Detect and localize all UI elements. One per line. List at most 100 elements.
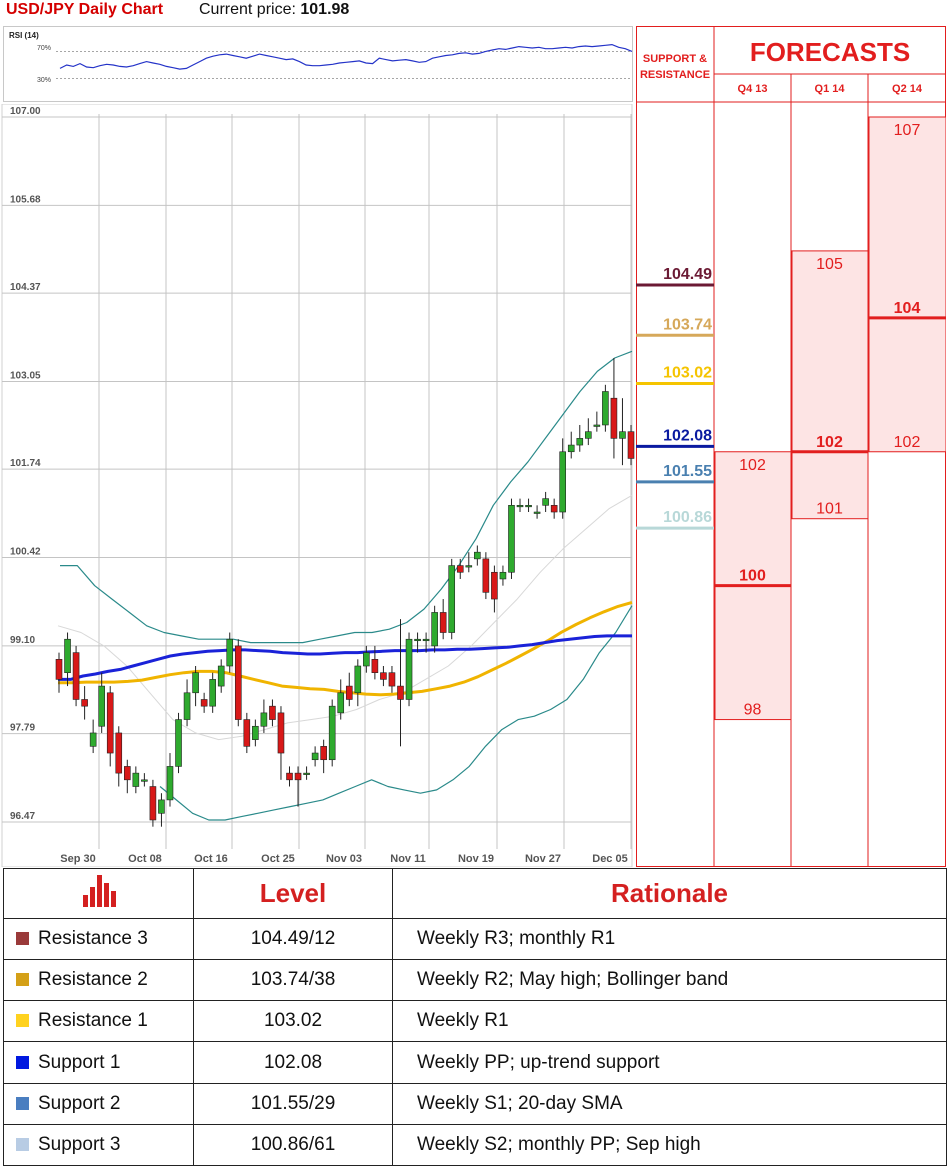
candle [200,699,208,707]
col-level-header: Level [193,868,393,919]
forecast-range-box [868,116,946,453]
level-value: 102.08 [663,427,712,444]
row-rationale: Weekly PP; up-trend support [392,1041,947,1084]
candle [294,772,302,781]
candle [192,672,199,694]
forecast-range-box [791,250,869,520]
candle [491,571,498,600]
forecast-col-label: Q4 13 [738,83,768,95]
row-level: 102.08 [193,1041,393,1084]
chart-plot-area [1,104,633,867]
y-tick-label: 96.47 [10,811,35,822]
chart-title: USD/JPY Daily Chart [6,1,164,18]
candle [516,505,524,508]
forecast-col-label: Q2 14 [892,83,923,95]
candle [64,638,71,673]
candle [209,679,216,707]
candle [72,652,80,700]
y-tick-label: 104.37 [10,282,41,293]
legend-swatch [16,932,29,946]
current-price-label: Current price: [199,1,296,18]
level-value: 103.02 [663,364,712,381]
candle [217,665,225,687]
rsi-tick-30: 30% [37,77,52,84]
chart-header: USD/JPY Daily Chart Current price: 101.9… [0,0,636,24]
candle [123,766,131,781]
rsi-label: RSI (14) [9,31,39,40]
candle [98,685,105,727]
candle [89,732,97,747]
candle [482,558,490,593]
row-level: 104.49/12 [193,917,393,961]
row-name-cell: Support 1 [3,1041,194,1084]
candle [149,786,157,821]
candle [337,692,345,714]
forecast-panel: FORECASTS SUPPORT & RESISTANCE Q4 13 Q1 14 Q2… [636,26,946,867]
bollinger-mid-line [57,494,633,741]
forecast-low-value: 101 [816,501,843,518]
y-tick-label: 107.00 [10,106,41,117]
x-tick-label: Oct 25 [261,853,295,865]
candle [243,719,251,747]
candle [619,431,626,439]
level-value: 100.86 [663,509,712,526]
candle [448,565,456,633]
y-tick-label: 97.79 [10,723,35,734]
y-tick-label: 99.10 [10,635,35,646]
candle [593,424,601,427]
candle [550,505,558,513]
support-header-line2: RESISTANCE [640,69,710,81]
candle [166,766,174,801]
candle [234,645,242,720]
table-row: Resistance 3 104.49/12 Weekly R3; monthly … [3,917,947,961]
candle [542,498,549,506]
candle [559,451,567,513]
candle [414,638,421,642]
candle [585,431,592,439]
sma-blue-line [58,634,632,681]
bollinger-upper-line [60,350,633,644]
forecast-high-value: 102 [739,457,766,474]
candle [380,672,387,680]
forecast-mid-value: 104 [894,300,921,317]
candle [141,779,148,782]
row-level: 103.02 [193,1000,393,1043]
table-row: Support 3 100.86/61 Weekly S2; monthly PP;… [3,1123,947,1167]
current-price-value: 101.98 [300,1,350,18]
x-tick-label: Dec 05 [592,853,627,865]
row-name-cell: Resistance 1 [3,1000,194,1043]
candle [388,672,396,687]
row-name-cell: Support 2 [3,1082,194,1125]
forecast-high-value: 107 [894,122,921,139]
chart-icon-cell [3,868,194,919]
row-name: Resistance 1 [38,1010,148,1032]
row-rationale: Weekly R3; monthly R1 [392,917,947,961]
candle [311,752,319,761]
candle [303,772,310,775]
price-chart: 107.00 105.68 104.37 103.05 101.74 100.42 99.1… [1,104,635,867]
table-row: Resistance 1 103.02 Weekly R1 [3,1000,947,1043]
candle [533,511,541,514]
x-tick-label: Nov 19 [458,853,494,865]
x-tick-label: Nov 27 [525,853,561,865]
candle [456,565,464,573]
candle [499,571,507,580]
candle [269,705,276,720]
y-tick-label: 101.74 [10,458,41,469]
row-name: Resistance 3 [38,928,148,950]
table-row: Resistance 2 103.74/38 Weekly R2; May high… [3,959,947,1002]
candle [183,692,191,720]
candle [345,685,353,700]
row-name-cell: Support 3 [3,1123,194,1167]
support-header-line1: SUPPORT & [643,53,707,65]
table-row: Support 2 101.55/29 Weekly S1; 20-day SMA [3,1082,947,1125]
row-name: Support 3 [38,1133,121,1155]
sma-yellow-line [58,600,633,697]
y-tick-label: 105.68 [10,194,41,205]
row-rationale: Weekly R1 [392,1000,947,1043]
rsi-tick-70: 70% [37,45,52,52]
level-value: 103.74 [663,316,712,333]
forecasts-title: FORECASTS [750,37,910,67]
levels-table: Level Rationale Resistance 3 104.49/12 Wee… [3,868,947,1167]
candle [602,391,609,426]
